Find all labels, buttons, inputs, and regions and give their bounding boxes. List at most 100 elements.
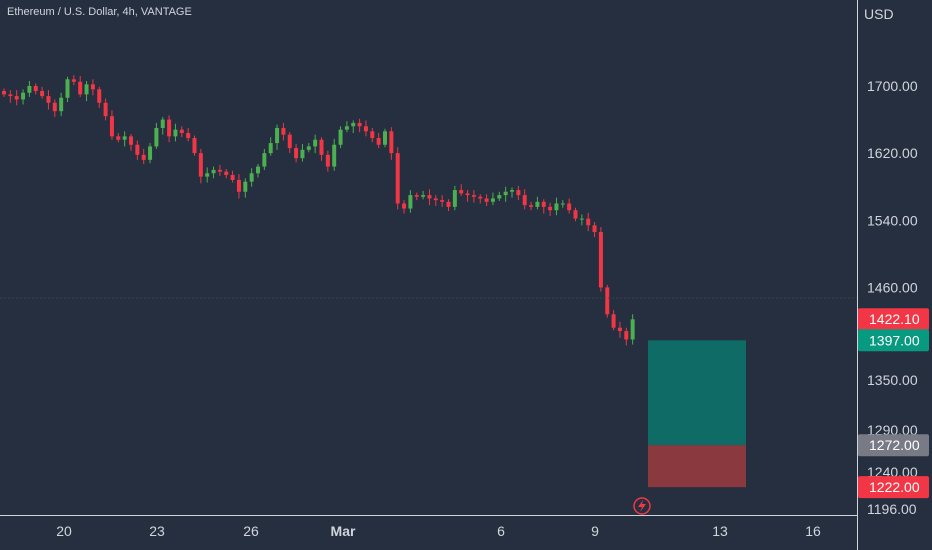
candle[interactable] <box>160 119 165 128</box>
candle[interactable] <box>446 201 451 207</box>
candle[interactable] <box>478 196 483 199</box>
candle[interactable] <box>122 136 127 140</box>
candle[interactable] <box>605 287 610 315</box>
candle[interactable] <box>541 201 546 207</box>
candle[interactable] <box>357 122 362 127</box>
candle[interactable] <box>90 84 95 90</box>
position-tool[interactable] <box>648 340 746 488</box>
candle[interactable] <box>471 195 476 197</box>
candle[interactable] <box>141 154 146 160</box>
candle[interactable] <box>268 143 273 154</box>
candle[interactable] <box>249 173 254 182</box>
candle[interactable] <box>389 131 394 154</box>
candle[interactable] <box>490 198 495 202</box>
candle[interactable] <box>503 191 508 196</box>
candle[interactable] <box>611 314 616 328</box>
candle[interactable] <box>97 89 102 103</box>
loss-zone[interactable] <box>648 445 746 488</box>
candle[interactable] <box>2 91 6 95</box>
candle[interactable] <box>217 169 222 172</box>
candle[interactable] <box>224 171 229 175</box>
candle[interactable] <box>71 79 76 82</box>
candle[interactable] <box>459 190 464 194</box>
candle[interactable] <box>567 203 572 211</box>
candle[interactable] <box>408 195 413 209</box>
candle[interactable] <box>103 102 108 117</box>
candle[interactable] <box>294 148 299 159</box>
candle[interactable] <box>497 195 502 199</box>
candle[interactable] <box>192 138 197 154</box>
candle[interactable] <box>414 195 419 197</box>
candle[interactable] <box>338 129 343 145</box>
candle[interactable] <box>586 218 591 226</box>
candle[interactable] <box>319 139 324 155</box>
candle[interactable] <box>421 195 426 197</box>
candle[interactable] <box>275 127 280 144</box>
candle[interactable] <box>243 181 248 192</box>
candle[interactable] <box>516 190 521 196</box>
candle[interactable] <box>116 136 121 140</box>
candle[interactable] <box>332 144 337 167</box>
candle[interactable] <box>300 149 305 159</box>
candle[interactable] <box>59 97 64 112</box>
candle[interactable] <box>554 203 559 211</box>
candle[interactable] <box>33 86 38 92</box>
candle[interactable] <box>395 153 400 204</box>
candle[interactable] <box>617 327 622 332</box>
candle[interactable] <box>8 94 13 97</box>
candle[interactable] <box>306 146 311 150</box>
candle[interactable] <box>522 195 527 206</box>
candle[interactable] <box>281 127 286 135</box>
candle[interactable] <box>370 131 375 139</box>
candle[interactable] <box>630 319 635 340</box>
event-marker[interactable] <box>633 497 651 515</box>
candle[interactable] <box>40 91 45 97</box>
candle[interactable] <box>78 81 83 95</box>
candle[interactable] <box>548 206 553 211</box>
candle[interactable] <box>484 198 489 202</box>
candle[interactable] <box>179 129 184 133</box>
candle[interactable] <box>186 133 191 139</box>
candle[interactable] <box>262 153 267 167</box>
candle[interactable] <box>109 116 114 137</box>
candle[interactable] <box>52 102 57 112</box>
candle[interactable] <box>154 127 159 147</box>
candle[interactable] <box>27 86 32 93</box>
candle[interactable] <box>129 136 133 145</box>
candle[interactable] <box>84 84 89 95</box>
candle[interactable] <box>14 96 19 100</box>
candle[interactable] <box>198 153 203 177</box>
candle[interactable] <box>440 200 445 202</box>
candle[interactable] <box>535 201 540 207</box>
price-axis[interactable]: 1700.00 1620.00 1540.00 1460.00 1350.00 1290.… <box>867 78 918 517</box>
candle[interactable] <box>402 203 407 209</box>
candle[interactable] <box>211 169 216 174</box>
candle[interactable] <box>256 166 260 174</box>
profit-zone[interactable] <box>648 340 746 446</box>
candle[interactable] <box>363 126 368 132</box>
candle[interactable] <box>383 131 387 145</box>
candle[interactable] <box>351 122 356 127</box>
candle[interactable] <box>433 198 438 201</box>
candle[interactable] <box>205 173 210 177</box>
candle[interactable] <box>465 193 470 196</box>
candle[interactable] <box>592 225 597 233</box>
candle[interactable] <box>173 129 178 137</box>
candle[interactable] <box>167 119 172 137</box>
candle[interactable] <box>287 134 292 149</box>
candle[interactable] <box>427 195 432 199</box>
candle[interactable] <box>510 190 514 192</box>
time-axis[interactable]: 20 23 26 Mar 6 9 13 16 <box>56 523 821 539</box>
candle[interactable] <box>579 218 584 220</box>
candle[interactable] <box>135 144 140 155</box>
candle[interactable] <box>325 154 330 167</box>
candle[interactable] <box>65 79 70 98</box>
candle[interactable] <box>344 126 349 130</box>
candle[interactable] <box>624 331 629 340</box>
candle[interactable] <box>598 232 603 288</box>
candle[interactable] <box>560 203 565 205</box>
candle[interactable] <box>376 138 381 145</box>
candle[interactable] <box>21 92 26 100</box>
candle[interactable] <box>573 210 578 219</box>
